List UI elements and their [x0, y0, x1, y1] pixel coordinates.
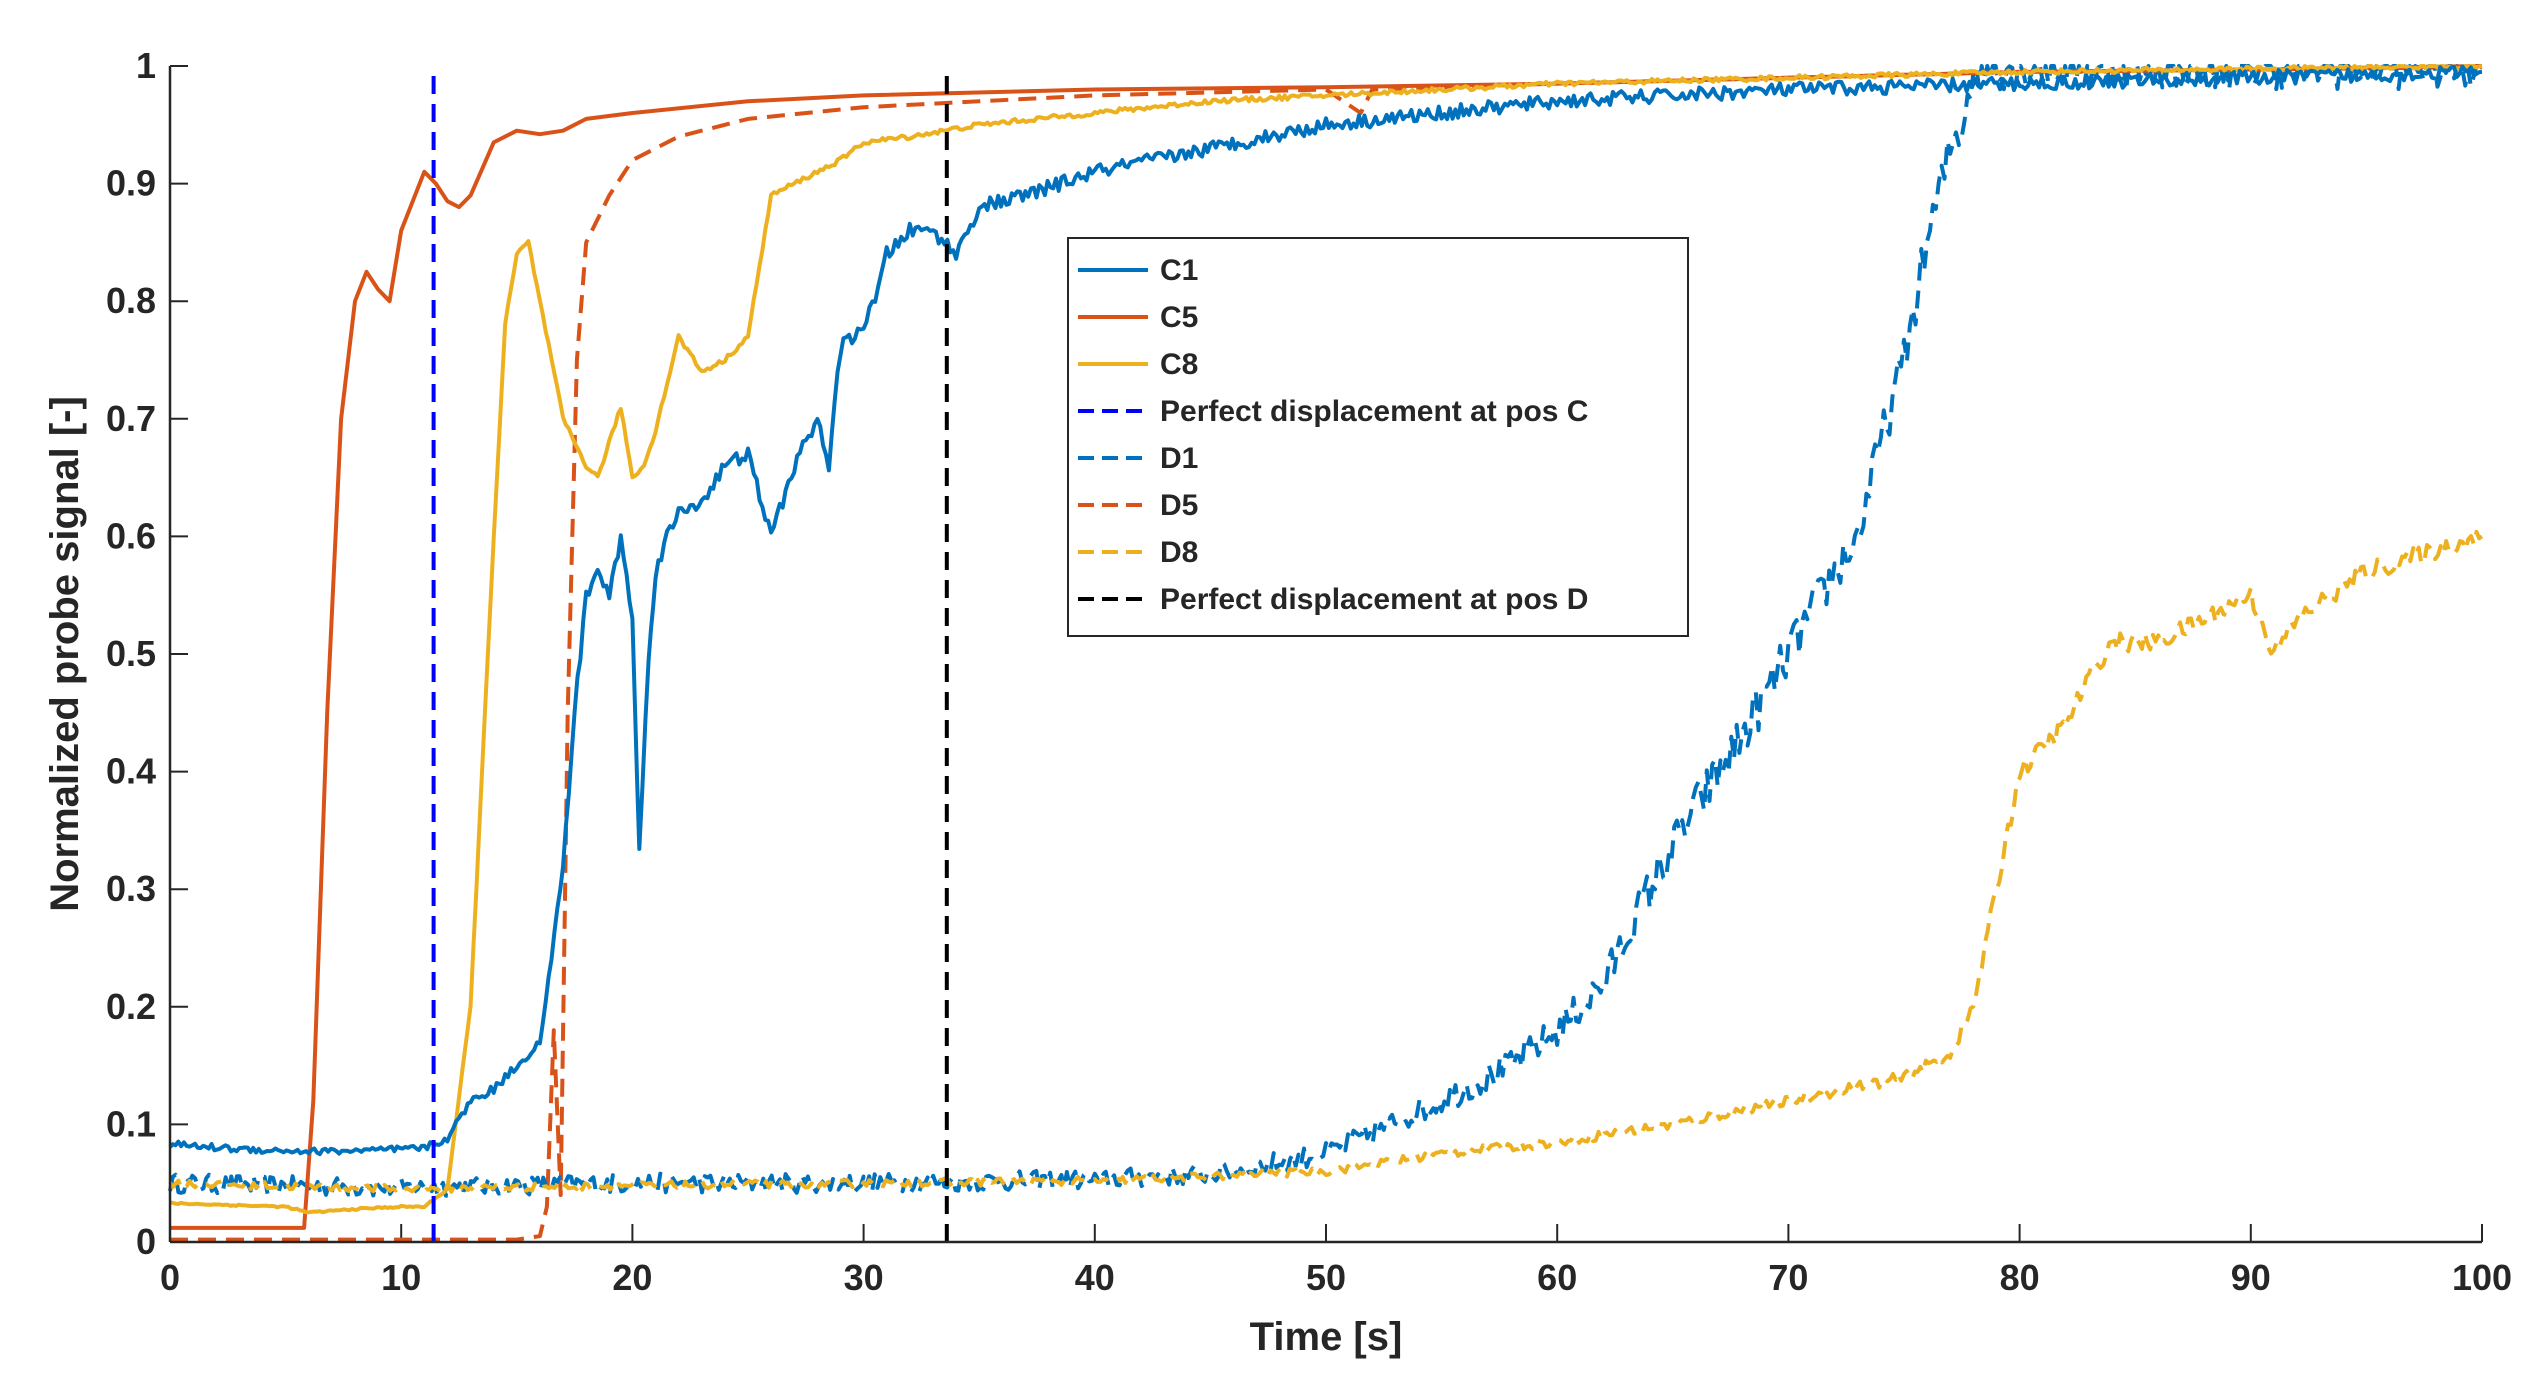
series-line-c8 [169, 64, 2483, 1215]
x-tick-label: 70 [1768, 1257, 1808, 1298]
y-axis-title: Normalized probe signal [-] [43, 396, 87, 912]
axis-ticks [169, 65, 2483, 1243]
y-tick-labels: 0 0.1 0.2 0.3 0.4 0.5 0.6 0.7 0.8 0.9 1 [106, 45, 156, 1262]
y-tick-label: 0 [136, 1221, 156, 1262]
y-tick-label: 0.8 [106, 280, 156, 321]
y-tick-label: 0.3 [106, 868, 156, 909]
x-tick-label: 20 [612, 1257, 652, 1298]
y-tick-label: 0.1 [106, 1103, 156, 1144]
y-tick-label: 0.2 [106, 986, 156, 1027]
legend-label: Perfect displacement at pos C [1160, 395, 1588, 428]
y-tick-label: 0.9 [106, 163, 156, 204]
legend-label: Perfect displacement at pos D [1160, 583, 1588, 616]
x-tick-label: 40 [1075, 1257, 1115, 1298]
x-tick-label: 100 [2452, 1257, 2512, 1298]
x-tick-labels: 0 10 20 30 40 50 60 70 80 90 100 [160, 1257, 2512, 1298]
series-line-c1 [168, 64, 2483, 1157]
x-tick-label: 50 [1306, 1257, 1346, 1298]
y-tick-label: 0.5 [106, 633, 156, 674]
series-layer [168, 64, 2484, 1242]
series-line-d8 [168, 529, 2484, 1195]
x-tick-label: 80 [2000, 1257, 2040, 1298]
legend-label: C5 [1160, 301, 1198, 334]
legend-box [1067, 237, 1689, 637]
x-tick-label: 10 [381, 1257, 421, 1298]
x-tick-label: 0 [160, 1257, 180, 1298]
x-axis-title: Time [s] [1250, 1315, 1403, 1359]
y-tick-label: 0.4 [106, 751, 156, 792]
y-tick-label: 0.6 [106, 515, 156, 556]
series-line-c5 [170, 64, 2483, 1230]
series-line-d1 [168, 64, 2482, 1199]
legend-label: D8 [1160, 536, 1198, 569]
legend-label: D5 [1160, 489, 1198, 522]
legend-label: D1 [1160, 442, 1198, 475]
y-tick-label: 1 [136, 45, 156, 86]
x-tick-label: 90 [2231, 1257, 2271, 1298]
legend: C1 C5 C8 Perfect displacement at pos C D1 D5 D… [1067, 237, 1689, 637]
legend-label: C1 [1160, 254, 1198, 287]
legend-label: C8 [1160, 348, 1198, 381]
x-tick-label: 60 [1537, 1257, 1577, 1298]
x-tick-label: 30 [844, 1257, 884, 1298]
y-tick-label: 0.7 [106, 398, 156, 439]
